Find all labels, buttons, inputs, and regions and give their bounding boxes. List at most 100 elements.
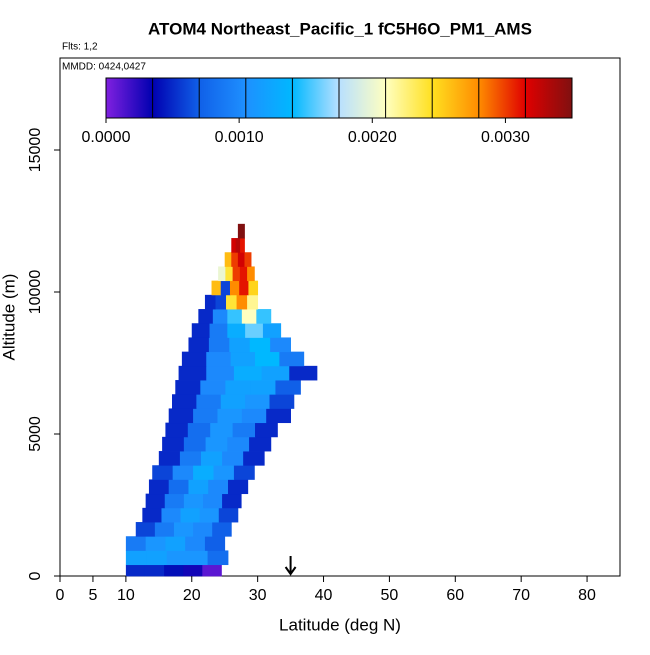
curtain-cell (212, 522, 232, 537)
curtain-cell (217, 408, 243, 424)
curtain-cell (207, 550, 229, 566)
curtain-cell (154, 522, 175, 537)
curtain-cell (239, 280, 249, 296)
x-tick-label: 80 (578, 587, 596, 604)
curtain-cell (243, 451, 265, 466)
curtain-cell (135, 522, 156, 537)
curtain-cell (172, 394, 197, 409)
x-tick-label: 50 (381, 587, 399, 604)
curtain-cell (211, 280, 222, 296)
curtain-cell (188, 479, 209, 495)
curtain-cell (187, 422, 211, 438)
curtain-cell (206, 365, 235, 381)
curtain-cell (193, 465, 214, 480)
curtain-cell (256, 309, 272, 324)
curtain-cell (249, 436, 272, 452)
curtain-cell (146, 550, 168, 566)
curtain-cell (233, 365, 262, 381)
curtain-cell (255, 422, 278, 438)
curtain-cell (148, 479, 170, 495)
curtain-cell (168, 408, 194, 424)
curtain-cell (193, 408, 218, 424)
curtain-cell (266, 408, 291, 424)
y-tick-label: 5000 (27, 416, 44, 452)
curtain-cell (205, 436, 228, 452)
curtain-cell (166, 550, 188, 566)
curtain-cell (228, 479, 249, 495)
curtain-cell (206, 351, 232, 367)
curtain-cell (200, 451, 223, 466)
curtain-cell (213, 465, 235, 480)
curtain-cell (232, 422, 256, 438)
curtain-cell (164, 493, 185, 509)
curtain-cell (183, 493, 204, 509)
curtain-cell (270, 337, 291, 353)
curtain-cell (241, 408, 267, 424)
curtain-cell (158, 451, 181, 466)
curtain-cell (220, 280, 231, 296)
curtain-cell (204, 536, 226, 551)
curtain-cell (125, 564, 146, 577)
y-tick-label: 15000 (27, 128, 44, 173)
annotation: Flts: 1,2 (62, 42, 98, 53)
curtain-cell (208, 337, 230, 353)
curtain-cell (237, 252, 245, 267)
curtain-cell (200, 380, 226, 395)
curtain-cell (226, 294, 237, 310)
curtain-cell (237, 223, 245, 239)
curtain-cell (230, 351, 256, 367)
curtain-cell (168, 479, 189, 495)
curtain-cell (145, 536, 166, 551)
x-tick-label: 70 (512, 587, 530, 604)
x-tick-label: 5 (88, 587, 97, 604)
curtain-cell (275, 380, 301, 395)
curtain-cell (164, 564, 184, 577)
curtain-cell (241, 309, 257, 324)
curtain-cell (229, 337, 251, 353)
plot-frame (59, 57, 621, 577)
curtain-cell (188, 337, 210, 353)
curtain-cell (227, 323, 246, 338)
curtain-cell (245, 323, 264, 338)
curtain-cell (232, 266, 241, 282)
x-tick-label: 0 (56, 587, 65, 604)
curtain-cell (236, 294, 248, 310)
curtain-cell (261, 365, 290, 381)
curtain-cell (248, 280, 259, 296)
curtain-cell (180, 507, 201, 523)
curtain-cell (152, 465, 174, 480)
curtain-cell (247, 294, 259, 310)
y-tick-label: 10000 (27, 270, 44, 315)
curtain-cell (245, 394, 270, 409)
colorbar-tick-label: 0.0030 (481, 129, 530, 146)
y-axis-label: Altitude (m) (0, 274, 18, 361)
curtain-cell (212, 309, 228, 324)
x-tick-label: 20 (183, 587, 201, 604)
y-tick-label: 0 (27, 571, 44, 580)
curtain-cell (233, 465, 255, 480)
curtain-cell (231, 238, 237, 253)
curtain-cell (250, 380, 276, 395)
curtain-cell (144, 564, 165, 577)
curtain-cell (255, 351, 280, 367)
curtain-cell (161, 507, 181, 523)
curtain-cell (239, 266, 248, 282)
curtain-cell (125, 536, 147, 551)
x-tick-label: 30 (249, 587, 267, 604)
curtain-cell (183, 564, 203, 577)
curtain-cell (218, 266, 226, 282)
chart-title: ATOM4 Northeast_Pacific_1 fC5H6O_PM1_AMS (148, 19, 532, 38)
curtain-cell (196, 394, 222, 409)
curtain-cell (181, 351, 207, 367)
colorbar-tick-label: 0.0000 (82, 129, 131, 146)
curtain-cell (227, 436, 250, 452)
curtain-cell (231, 252, 239, 267)
curtain-cell (224, 252, 232, 267)
curtain-cell (198, 309, 214, 324)
annotation: MMDD: 0424,0427 (62, 62, 146, 73)
curtain-cell (165, 422, 189, 438)
curtain-cell (269, 394, 295, 409)
colorbar-tick-label: 0.0010 (215, 129, 264, 146)
curtain-cell (185, 536, 206, 551)
